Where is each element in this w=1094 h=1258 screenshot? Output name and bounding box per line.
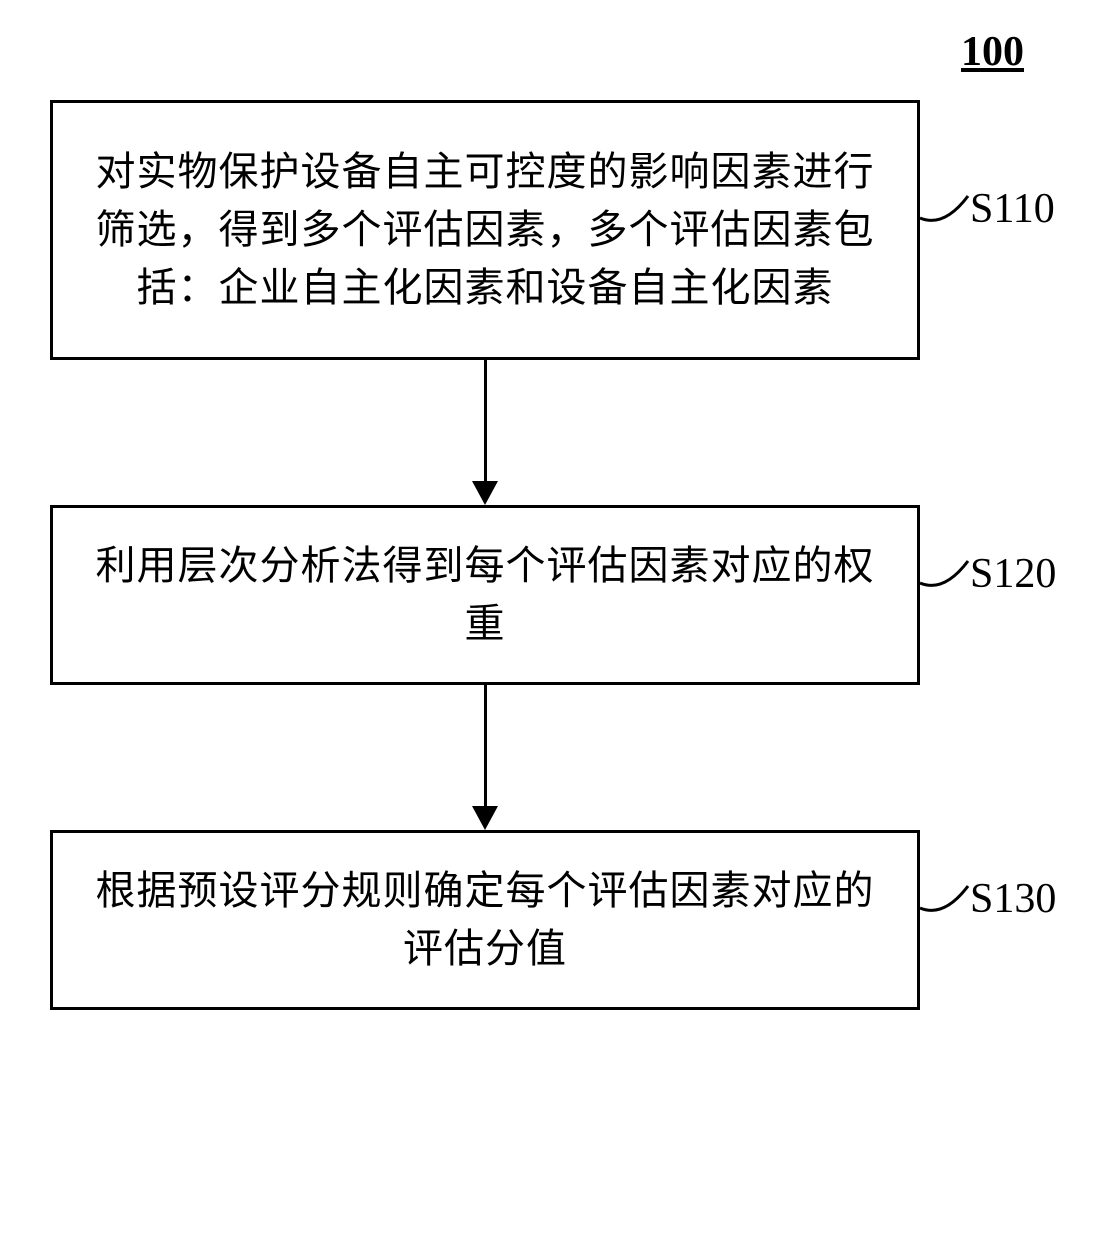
step-label-3: S130 — [970, 875, 1056, 923]
figure-number: 100 — [961, 28, 1024, 76]
flow-step-3-text: 根据预设评分规则确定每个评估因素对应的评估分值 — [83, 862, 887, 978]
flow-step-1: 对实物保护设备自主可控度的影响因素进行筛选，得到多个评估因素，多个评估因素包括：… — [50, 100, 920, 360]
flow-step-2: 利用层次分析法得到每个评估因素对应的权重 — [50, 505, 920, 685]
flow-step-2-text: 利用层次分析法得到每个评估因素对应的权重 — [83, 537, 887, 653]
flow-step-1-text: 对实物保护设备自主可控度的影响因素进行筛选，得到多个评估因素，多个评估因素包括：… — [83, 143, 887, 317]
arrow-1-line — [484, 360, 487, 483]
flow-step-3: 根据预设评分规则确定每个评估因素对应的评估分值 — [50, 830, 920, 1010]
arrow-2-head — [472, 806, 498, 830]
step-label-1: S110 — [970, 185, 1055, 233]
step-label-2: S120 — [970, 550, 1056, 598]
arrow-1-head — [472, 481, 498, 505]
arrow-2-line — [484, 685, 487, 808]
